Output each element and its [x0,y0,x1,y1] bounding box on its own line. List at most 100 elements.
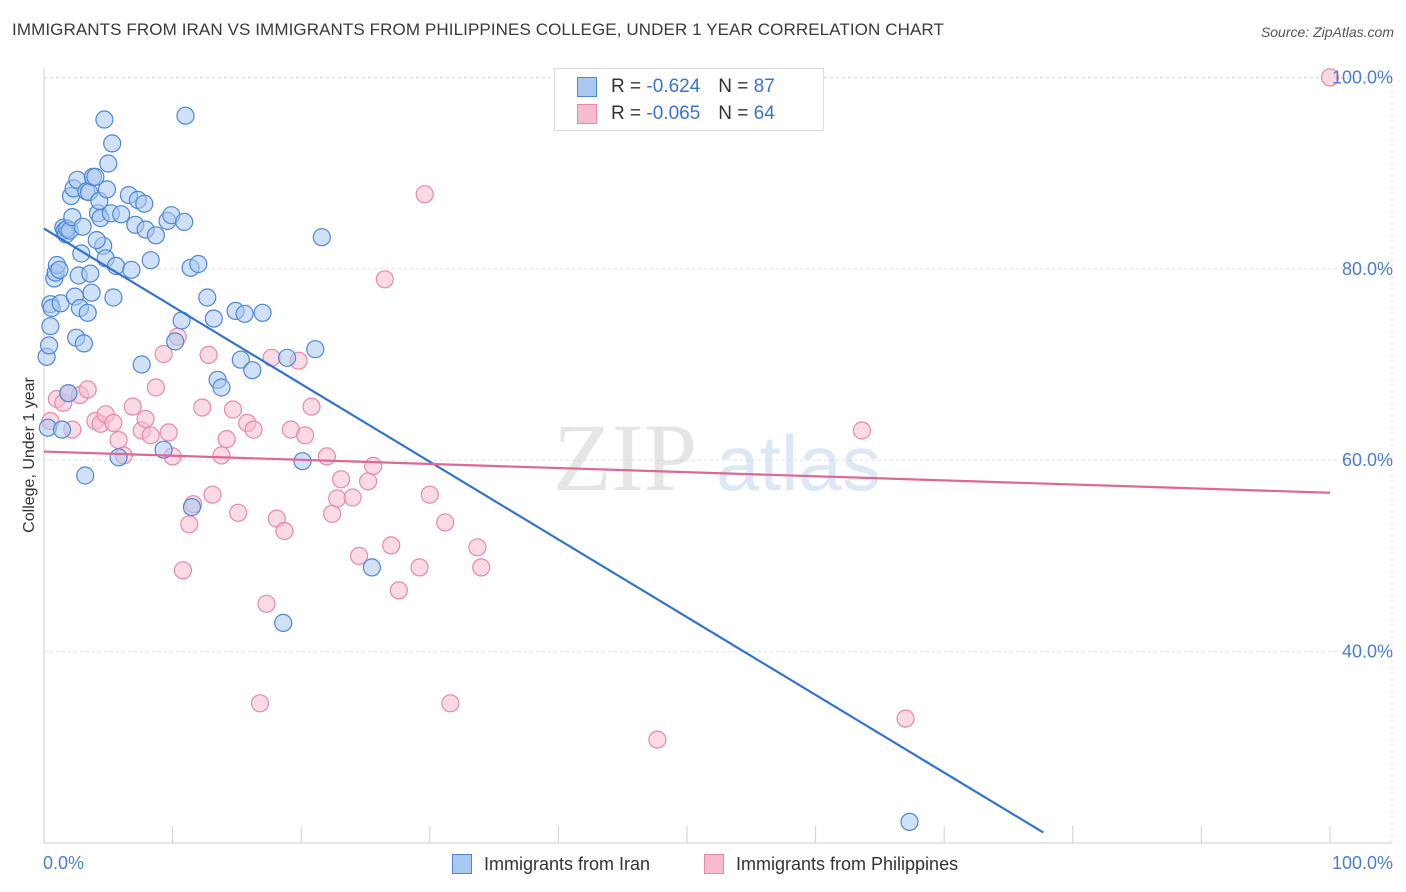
source-label: Source: ZipAtlas.com [1260,24,1394,40]
philippines-point [364,456,383,475]
trendlines [43,227,1331,834]
watermark: ZIP atlas [553,404,881,511]
iran-point [306,340,325,359]
philippines-point [104,413,123,432]
philippines-point [180,515,199,534]
legend-row-iran: R = -0.624 N = 87 [577,75,775,99]
iran-point [112,205,131,224]
y-tick-label: 40.0% [1342,642,1393,662]
iran-point [81,264,100,283]
iran-point [59,384,78,403]
iran-point [235,304,254,323]
iran-point [274,613,293,633]
legend-r-value-iran: -0.624 [646,76,701,97]
iran-point [99,154,118,173]
philippines-point [389,581,408,600]
philippines-point [159,423,178,442]
philippines-point [375,270,394,289]
philippines-point [257,594,276,613]
legend-n-value-iran: 87 [753,76,775,97]
iran-point [82,283,101,302]
iran-point [50,260,69,279]
legend-n-value-philippines: 64 [753,103,775,124]
philippines-point [203,485,222,504]
philippines-point [648,730,667,749]
iran-point [104,288,123,307]
iran-point [231,350,250,369]
y-tick-label: 100.0% [1332,67,1393,87]
chart-title: IMMIGRANTS FROM IRAN VS IMMIGRANTS FROM … [12,20,944,39]
philippines-point [415,185,434,204]
iran-point [39,336,59,355]
philippines-point [78,380,97,399]
philippines-point [217,430,236,449]
iran-point [141,251,160,270]
legend-r-label: R = [611,76,642,97]
legend-r-label: R = [611,103,642,124]
philippines-point [275,521,294,541]
philippines-point [410,558,429,577]
iran-point [78,303,97,322]
bottom-legend-swatch-iran [452,854,472,874]
philippines-point [343,488,362,507]
y-axis-label: College, Under 1 year [21,377,38,533]
philippines-point [317,447,336,466]
axes [43,68,1392,844]
watermark-atlas: atlas [716,419,881,507]
philippines-point [193,398,212,417]
iran-point [362,558,381,577]
x-tick-label-start: 0.0% [43,853,84,873]
legend-swatch-philippines [577,104,597,124]
bottom-legend-swatch-philippines [704,854,724,874]
philippines-point [852,421,872,440]
gridlines [44,72,1393,843]
philippines-point [212,446,231,465]
philippines-point [359,472,378,491]
iran-point [154,440,173,459]
philippines-point [173,561,192,580]
philippines-point [136,409,155,429]
legend-swatch-iran [577,77,597,97]
iran-point [900,812,919,832]
legend-n-label: N = [718,76,749,97]
philippines-point [436,513,455,532]
bottom-legend-label-philippines: Immigrants from Philippines [736,853,959,874]
philippines-point [420,485,439,504]
philippines-point [199,345,218,364]
iran-point [87,231,106,250]
iran-point [204,309,223,328]
philippines-point [296,426,315,445]
iran-point [312,228,331,247]
iran-point [189,254,208,274]
iran-point [293,452,312,471]
iran-point [95,110,114,129]
legend-r-value-philippines: -0.065 [646,103,701,124]
philippines-point [441,694,460,713]
x-tick-label-end: 100.0% [1332,853,1393,873]
bottom-legend-philippines: Immigrants from Philippines [704,851,958,877]
philippines-point [472,558,491,577]
iran-point [97,180,117,199]
iran-point [76,466,95,485]
iran-point [86,167,105,186]
iran-point [175,212,194,231]
philippines-trendline [43,450,1331,494]
tick-labels: 40.0% 60.0% 80.0% 100.0% 0.0% 100.0% [43,67,1393,873]
legend-row-philippines: R = -0.065 N = 64 [577,102,775,126]
philippines-point [244,420,263,439]
philippines-point [382,536,401,555]
iran-point [132,355,151,374]
bottom-legend-label-iran: Immigrants from Iran [484,853,651,874]
legend-n-label: N = [718,103,749,124]
philippines-point [350,546,369,566]
iran-point [109,448,128,467]
iran-point [135,194,154,213]
iran-point [253,303,272,322]
iran-point [74,334,94,353]
iran-point [182,498,201,517]
philippines-point [146,378,165,397]
philippines-point [328,489,347,508]
iran-point [243,361,262,380]
philippines-point [323,504,342,523]
